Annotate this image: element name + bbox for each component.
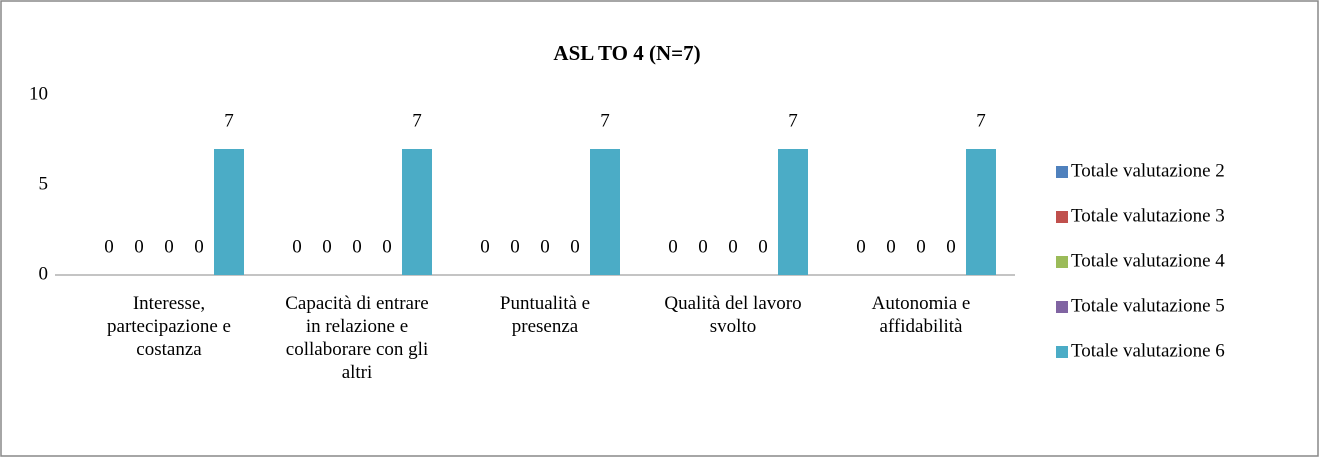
y-tick-label: 5 xyxy=(39,173,49,194)
data-label: 0 xyxy=(758,236,768,257)
data-label: 0 xyxy=(104,236,114,257)
data-label: 0 xyxy=(194,236,204,257)
data-label: 0 xyxy=(728,236,738,257)
legend-label: Totale valutazione 3 xyxy=(1071,205,1225,226)
data-label: 0 xyxy=(164,236,174,257)
data-label: 0 xyxy=(886,236,896,257)
data-label: 0 xyxy=(698,236,708,257)
legend-swatch xyxy=(1056,166,1068,178)
data-label: 0 xyxy=(946,236,956,257)
data-label: 7 xyxy=(412,110,422,131)
x-tick-label: Capacità di entrare in relazione e colla… xyxy=(285,293,429,383)
data-label: 0 xyxy=(134,236,144,257)
x-tick-label: Autonomia e affidabilità xyxy=(871,293,971,337)
x-tick-label: Puntualità e presenza xyxy=(499,293,591,337)
data-label: 0 xyxy=(856,236,866,257)
data-label: 0 xyxy=(916,236,926,257)
legend-label: Totale valutazione 5 xyxy=(1071,295,1225,316)
bar xyxy=(402,149,432,275)
bar xyxy=(778,149,808,275)
bar xyxy=(590,149,620,275)
x-tick-label: Qualità del lavoro svolto xyxy=(664,293,802,337)
data-label: 7 xyxy=(788,110,798,131)
data-label: 0 xyxy=(668,236,678,257)
data-label: 0 xyxy=(480,236,490,257)
legend-swatch xyxy=(1056,211,1068,223)
legend-label: Totale valutazione 2 xyxy=(1071,160,1225,181)
legend-swatch xyxy=(1056,301,1068,313)
data-label: 0 xyxy=(510,236,520,257)
data-label: 7 xyxy=(976,110,986,131)
data-label: 0 xyxy=(292,236,302,257)
data-label: 0 xyxy=(352,236,362,257)
chart-title: ASL TO 4 (N=7) xyxy=(553,41,700,65)
y-tick-label: 10 xyxy=(29,83,48,104)
bar xyxy=(966,149,996,275)
data-label: 7 xyxy=(224,110,234,131)
legend-swatch xyxy=(1056,346,1068,358)
data-label: 0 xyxy=(322,236,332,257)
data-label: 0 xyxy=(540,236,550,257)
data-label: 7 xyxy=(600,110,610,131)
y-tick-label: 0 xyxy=(39,263,49,284)
data-label: 0 xyxy=(570,236,580,257)
data-label: 0 xyxy=(382,236,392,257)
x-tick-label: Interesse, partecipazione e costanza xyxy=(107,293,231,360)
bar xyxy=(214,149,244,275)
legend-label: Totale valutazione 6 xyxy=(1071,340,1225,361)
legend-label: Totale valutazione 4 xyxy=(1071,250,1225,271)
legend-swatch xyxy=(1056,256,1068,268)
